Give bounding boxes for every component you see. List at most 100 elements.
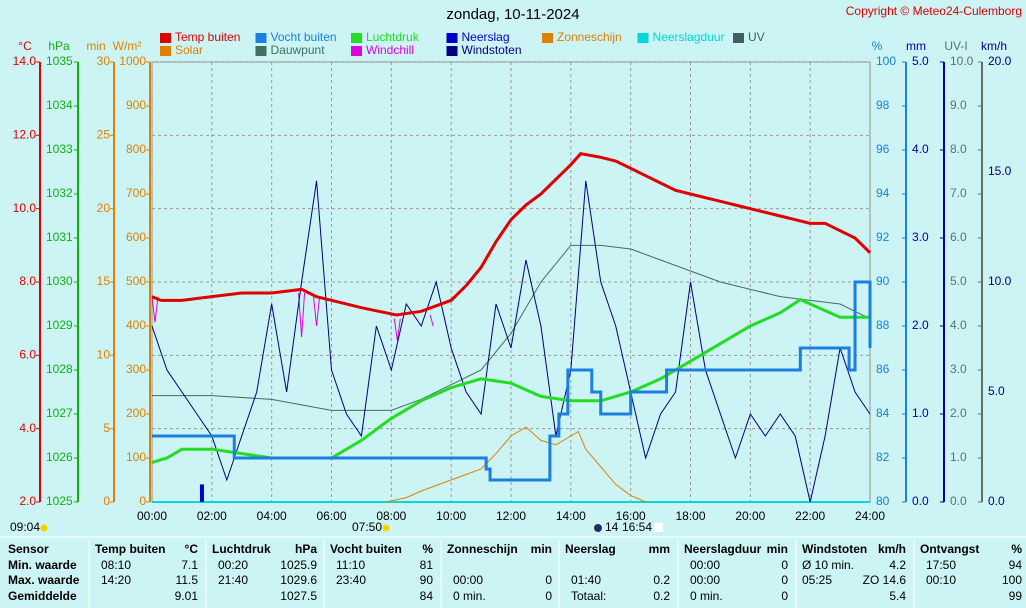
table-cell: 99: [1009, 589, 1023, 603]
legend-label: Vocht buiten: [271, 30, 337, 44]
y-tick-label: 4.0: [19, 421, 36, 435]
x-tick-label: 10:00: [436, 509, 466, 523]
row-label: Min. waarde: [8, 558, 77, 572]
table-cell: 1025.9: [280, 558, 317, 572]
table-cell: 94: [1009, 558, 1023, 572]
table-cell: Ø 10 min.: [802, 558, 854, 572]
series-line: [386, 426, 646, 503]
table-cell: 9.01: [175, 589, 199, 603]
y-tick-label: 6.0: [19, 348, 36, 362]
table-cell: 23:40: [336, 573, 366, 587]
y-tick-label: 1029: [46, 318, 73, 332]
table-cell: 11.5: [176, 573, 199, 587]
table-cell: 21:40: [218, 573, 248, 587]
y-tick-label: 8.0: [950, 142, 967, 156]
table-cell: 84: [420, 589, 434, 603]
axis-title: mm: [906, 39, 926, 53]
series-line: [151, 296, 159, 323]
legend-swatch: [160, 33, 171, 43]
table-cell: 1027.5: [280, 589, 317, 603]
y-tick-label: 90: [876, 274, 890, 288]
table-cell: 00:10: [926, 573, 956, 587]
table-cell: 00:20: [218, 558, 248, 572]
legend-swatch: [351, 46, 362, 56]
table-cell: 90: [420, 573, 434, 587]
legend-swatch: [255, 33, 267, 43]
axis-title: km/h: [981, 39, 1007, 53]
y-tick-label: 3.0: [912, 230, 929, 244]
y-tick-label: 10: [97, 348, 111, 362]
y-tick-label: 500: [126, 274, 146, 288]
y-tick-label: 2.0: [950, 406, 967, 420]
y-tick-label: 600: [126, 230, 146, 244]
y-tick-label: 14.0: [13, 54, 37, 68]
y-tick-label: 100: [126, 450, 146, 464]
table-cell: 00:00: [690, 558, 720, 572]
y-tick-label: 1034: [46, 98, 73, 112]
annotation: 14: [605, 520, 619, 534]
y-tick-label: 1026: [46, 450, 73, 464]
table-header-unit: min: [531, 542, 552, 556]
y-tick-label: 100: [876, 54, 896, 68]
x-tick-label: 20:00: [735, 509, 765, 523]
series-line: [151, 180, 871, 503]
table-header: Temp buiten: [95, 542, 165, 556]
y-tick-label: 700: [126, 186, 146, 200]
table-header-unit: hPa: [295, 542, 317, 556]
table-header-unit: °C: [185, 542, 199, 556]
table-header: Neerslagduur: [684, 542, 762, 556]
legend-label: Neerslag: [462, 30, 510, 44]
y-tick-label: 0.0: [912, 494, 929, 508]
table-header-unit: %: [422, 542, 433, 556]
x-tick-label: 12:00: [496, 509, 526, 523]
legend-swatch: [542, 33, 553, 43]
y-tick-label: 6.0: [950, 230, 967, 244]
legend-swatch: [446, 33, 458, 43]
y-tick-label: 86: [876, 362, 890, 376]
table-cell: 4.2: [889, 558, 906, 572]
x-tick-label: 08:00: [376, 509, 406, 523]
x-tick-label: 04:00: [257, 509, 287, 523]
chart-title: zondag, 10-11-2024: [446, 6, 579, 23]
table-cell: 0.2: [653, 573, 670, 587]
y-tick-label: 84: [876, 406, 890, 420]
y-tick-label: 20.0: [988, 54, 1012, 68]
y-tick-label: 1.0: [950, 450, 967, 464]
y-tick-label: 1031: [46, 230, 73, 244]
series-line: [298, 292, 306, 338]
legend-swatch: [446, 46, 458, 56]
table-cell: 0: [781, 589, 788, 603]
table-cell: 81: [420, 558, 434, 572]
legend-swatch: [255, 46, 267, 56]
table-header: Neerslag: [565, 542, 616, 556]
legend-label: Dauwpunt: [271, 43, 326, 57]
x-tick-label: 22:00: [795, 509, 825, 523]
y-tick-label: 82: [876, 450, 890, 464]
y-tick-label: 8.0: [19, 274, 36, 288]
annotation: 09:04: [10, 520, 40, 534]
legend-swatch: [733, 33, 744, 43]
series-line: [152, 244, 871, 411]
y-tick-label: 98: [876, 98, 890, 112]
y-tick-label: 1033: [46, 142, 73, 156]
bar: [199, 484, 204, 502]
table-cell: 00:00: [453, 573, 483, 587]
y-tick-label: 1028: [46, 362, 73, 376]
table-header-unit: min: [767, 542, 788, 556]
y-tick-label: 2.0: [912, 318, 929, 332]
row-label: Max. waarde: [8, 573, 80, 587]
y-tick-label: 0: [139, 494, 146, 508]
copyright: Copyright © Meteo24-Culemborg: [846, 4, 1022, 18]
sunset-icon: [654, 523, 663, 532]
y-tick-label: 1027: [46, 406, 73, 420]
y-tick-label: 0.0: [988, 494, 1005, 508]
x-tick-label: 14:00: [556, 509, 586, 523]
y-tick-label: 5: [103, 421, 110, 435]
y-tick-label: 3.0: [950, 362, 967, 376]
table-cell: 0.2: [653, 589, 670, 603]
legend-label: Solar: [175, 43, 203, 57]
legend-swatch: [351, 33, 362, 43]
y-tick-label: 1.0: [912, 406, 929, 420]
y-tick-label: 88: [876, 318, 890, 332]
y-tick-label: 80: [876, 494, 890, 508]
